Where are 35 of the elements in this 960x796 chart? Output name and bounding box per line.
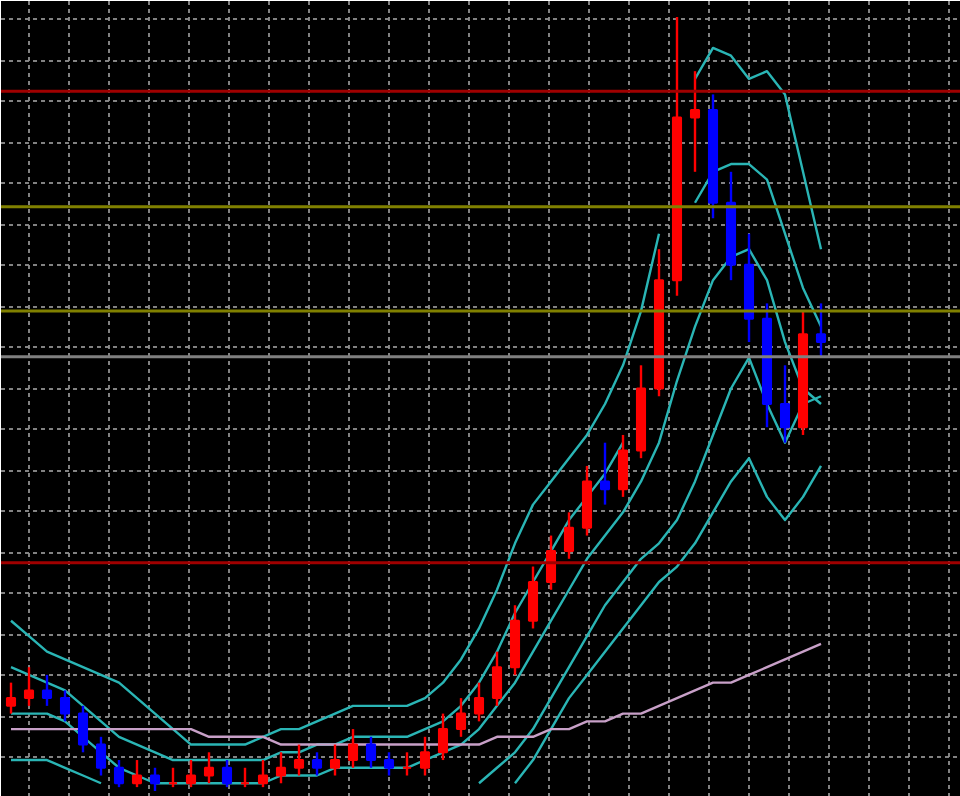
candlestick bbox=[581, 464, 593, 537]
candlestick bbox=[815, 302, 827, 359]
candlestick bbox=[365, 735, 377, 769]
candlestick bbox=[113, 758, 125, 789]
candlestick bbox=[5, 681, 17, 715]
candlestick bbox=[275, 751, 287, 785]
candlestick bbox=[617, 433, 629, 499]
candlestick bbox=[491, 650, 503, 708]
candlestick bbox=[455, 696, 467, 739]
candlestick bbox=[779, 364, 791, 444]
candlestick bbox=[527, 565, 539, 630]
candlestick bbox=[329, 743, 341, 777]
candlestick bbox=[347, 727, 359, 769]
candlestick bbox=[545, 534, 557, 591]
candlestick bbox=[563, 511, 575, 560]
candlestick bbox=[599, 441, 611, 506]
candlestick bbox=[131, 758, 143, 789]
candlestick bbox=[311, 751, 323, 777]
candlestick bbox=[257, 758, 269, 789]
candlestick bbox=[689, 69, 701, 173]
candlestick bbox=[383, 751, 395, 777]
candlestick bbox=[149, 766, 161, 793]
candlestick bbox=[41, 673, 53, 708]
candlestick bbox=[293, 743, 305, 777]
candlestick bbox=[473, 681, 485, 723]
candlestick bbox=[59, 689, 71, 723]
candlestick bbox=[221, 758, 233, 789]
candlestick bbox=[419, 735, 431, 777]
candlestick bbox=[437, 712, 449, 762]
candlestick bbox=[509, 604, 521, 677]
candlestick bbox=[77, 704, 89, 754]
candlestick bbox=[23, 665, 35, 708]
candlestick bbox=[203, 751, 215, 785]
candlestick bbox=[95, 735, 107, 777]
candlestick bbox=[185, 758, 197, 789]
